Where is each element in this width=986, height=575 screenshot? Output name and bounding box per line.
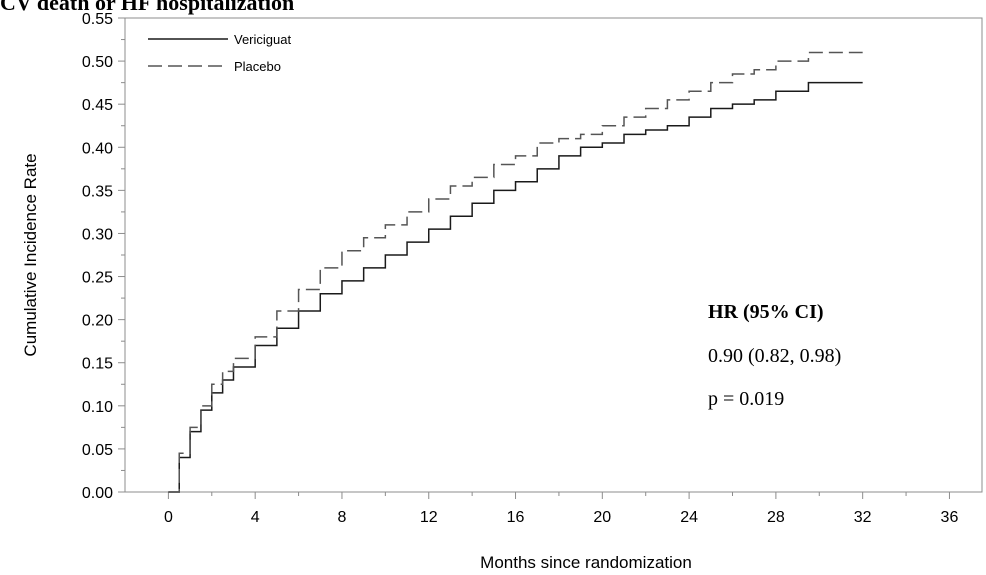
x-tick-label: 12 — [420, 509, 438, 526]
y-tick-label: 0.30 — [82, 226, 113, 243]
series-line-vericiguat — [168, 81, 863, 493]
y-tick-label: 0.15 — [82, 356, 113, 373]
y-tick-label: 0.45 — [82, 97, 113, 114]
y-tick-label: 0.55 — [82, 11, 113, 28]
x-tick-label: 4 — [251, 509, 260, 526]
annotation-p-value: p = 0.019 — [708, 388, 784, 410]
y-tick-label: 0.40 — [82, 140, 113, 157]
x-tick-label: 28 — [767, 509, 785, 526]
hr-annotation: HR (95% CI) 0.90 (0.82, 0.98) p = 0.019 — [708, 301, 841, 410]
y-tick-label: 0.00 — [82, 485, 113, 502]
y-tick-label: 0.25 — [82, 270, 113, 287]
x-tick-label: 20 — [593, 509, 611, 526]
legend-label-vericiguat: Vericiguat — [234, 32, 291, 47]
y-tick-label: 0.10 — [82, 399, 113, 416]
x-tick-label: 8 — [338, 509, 347, 526]
x-tick-label: 36 — [941, 509, 959, 526]
x-tick-label: 32 — [854, 509, 872, 526]
x-axis: 0 4 8 12 16 20 24 28 32 36 — [164, 492, 959, 526]
annotation-hr-heading: HR (95% CI) — [708, 301, 824, 323]
y-tick-label: 0.35 — [82, 183, 113, 200]
y-tick-label: 0.20 — [82, 313, 113, 330]
chart-title: CV death or HF hospitalization — [0, 0, 294, 15]
x-axis-title: Months since randomization — [480, 553, 692, 572]
plot-frame — [124, 17, 983, 493]
y-tick-label: 0.05 — [82, 442, 113, 459]
x-tick-label: 0 — [164, 509, 173, 526]
y-axis: 0.00 0.05 0.10 0.15 0.20 0.25 0.30 0.35 0.40 0.45… — [82, 11, 125, 502]
series-line-placebo — [168, 51, 863, 493]
legend-label-placebo: Placebo — [234, 59, 281, 74]
y-axis-title: Cumulative Incidence Rate — [21, 153, 40, 356]
annotation-hr-value: 0.90 (0.82, 0.98) — [708, 345, 841, 367]
legend: Vericiguat Placebo — [148, 32, 291, 74]
x-tick-label: 24 — [680, 509, 698, 526]
y-tick-label: 0.50 — [82, 54, 113, 71]
x-tick-label: 16 — [507, 509, 525, 526]
series-layer — [168, 51, 863, 493]
